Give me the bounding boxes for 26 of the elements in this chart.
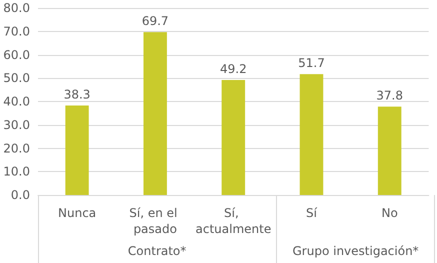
bar (65, 105, 89, 195)
x-tick-label: Nunca (58, 206, 96, 220)
text: Contrato* (128, 244, 186, 258)
bar (222, 80, 246, 195)
data-label: 49.2 (220, 62, 247, 76)
x-tick-label: Sí, actualmente (195, 206, 272, 236)
data-label: 38.3 (64, 87, 90, 102)
y-tick-label: 20.0 (3, 141, 30, 156)
data-label: 69.7 (142, 14, 169, 28)
text: Grupo investigación* (292, 244, 419, 258)
x-tick-label: Sí, en el pasado (129, 206, 182, 236)
bar (300, 74, 324, 195)
y-tick-label: 0.0 (10, 188, 30, 202)
bar (143, 32, 167, 195)
x-tick-label: Sí (306, 206, 318, 220)
data-label: 37.8 (376, 88, 403, 103)
x-tick-label: No (381, 206, 398, 220)
data-label: 51.7 (298, 56, 325, 70)
y-tick-label: 30.0 (3, 118, 30, 132)
y-tick-label: 10.0 (3, 164, 30, 179)
y-tick-label: 60.0 (3, 48, 30, 62)
y-tick-label: 50.0 (3, 71, 30, 86)
bar (378, 106, 402, 195)
y-tick-label: 40.0 (3, 94, 30, 108)
y-tick-label: 70.0 (3, 24, 30, 38)
y-tick-label: 80.0 (3, 1, 30, 15)
